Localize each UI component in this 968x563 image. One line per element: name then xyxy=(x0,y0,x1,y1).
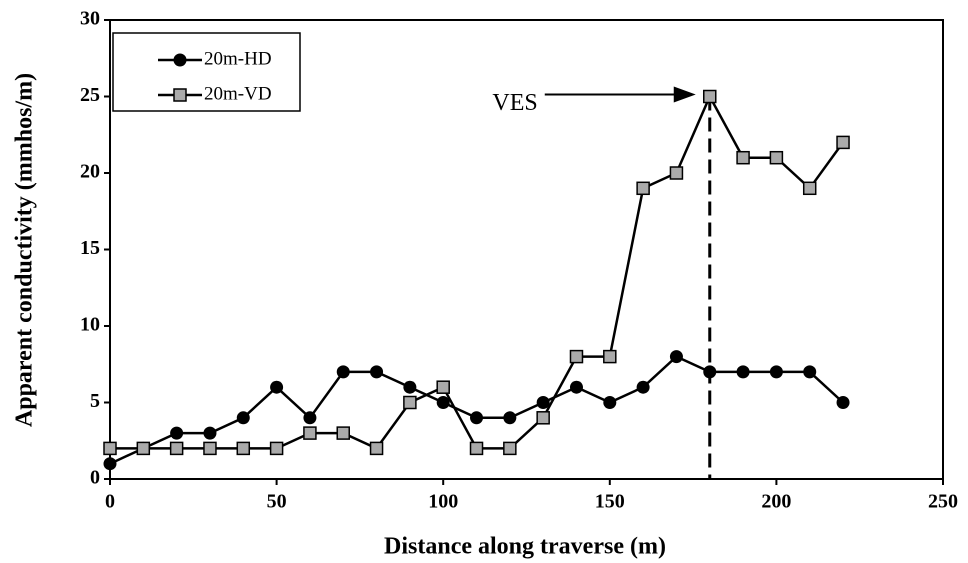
data-point xyxy=(203,426,217,440)
data-point xyxy=(736,150,750,165)
y-tick-label: 25 xyxy=(80,84,100,106)
legend-label: 20m-VD xyxy=(204,83,272,104)
data-point xyxy=(469,441,484,456)
data-point xyxy=(503,441,517,456)
data-point xyxy=(769,150,784,165)
data-point xyxy=(170,426,184,440)
data-point xyxy=(669,166,684,180)
data-point xyxy=(436,380,450,394)
data-point xyxy=(470,411,484,425)
data-point xyxy=(803,365,817,379)
data-point xyxy=(569,380,583,394)
data-point xyxy=(669,350,683,364)
data-point xyxy=(603,349,617,364)
y-tick-label: 5 xyxy=(90,390,100,412)
x-tick-label: 0 xyxy=(105,491,115,513)
data-point xyxy=(836,396,850,409)
data-point xyxy=(703,89,717,104)
data-point xyxy=(303,426,317,440)
data-point xyxy=(336,365,350,379)
data-point xyxy=(303,411,317,425)
data-point xyxy=(703,365,717,379)
data-point xyxy=(370,365,384,379)
data-point xyxy=(236,441,251,456)
data-point xyxy=(636,181,650,196)
y-tick-label: 10 xyxy=(80,314,100,336)
data-point xyxy=(203,441,217,456)
data-point xyxy=(836,135,850,150)
data-point xyxy=(436,396,450,409)
y-tick-label: 30 xyxy=(80,8,100,30)
legend-marker xyxy=(173,88,187,102)
data-point xyxy=(569,349,584,364)
data-point xyxy=(536,411,550,425)
data-point xyxy=(736,365,750,379)
data-point xyxy=(503,411,517,425)
data-point xyxy=(136,441,151,456)
x-axis-label: Distance along traverse (m) xyxy=(384,534,666,560)
data-point xyxy=(336,426,350,440)
data-point xyxy=(769,365,783,379)
y-tick-label: 20 xyxy=(80,161,100,183)
data-point xyxy=(103,441,117,456)
x-tick-label: 100 xyxy=(428,491,458,513)
series-line xyxy=(110,93,845,450)
data-point xyxy=(169,441,184,456)
data-point xyxy=(369,441,384,456)
data-point xyxy=(103,457,117,471)
y-tick-label: 15 xyxy=(80,237,100,259)
data-point xyxy=(403,395,417,410)
annotation-text: VES xyxy=(492,90,537,116)
data-point xyxy=(270,380,284,394)
data-point xyxy=(269,441,284,456)
data-point xyxy=(536,396,550,409)
legend-marker xyxy=(173,53,187,67)
x-tick-label: 50 xyxy=(267,491,287,513)
y-tick-label: 0 xyxy=(90,467,100,489)
x-tick-label: 250 xyxy=(928,491,958,513)
data-point xyxy=(403,380,417,394)
data-point xyxy=(236,411,250,425)
legend-label: 20m-HD xyxy=(204,48,272,69)
data-point xyxy=(636,380,650,394)
x-tick-label: 200 xyxy=(761,491,791,513)
data-point xyxy=(603,396,617,409)
y-axis-label: Apparent conductivity (mmhos/m) xyxy=(12,73,38,427)
x-tick-label: 150 xyxy=(595,491,625,513)
data-point xyxy=(802,181,817,196)
legend-box xyxy=(112,32,301,112)
annotation-arrowhead xyxy=(673,86,696,103)
